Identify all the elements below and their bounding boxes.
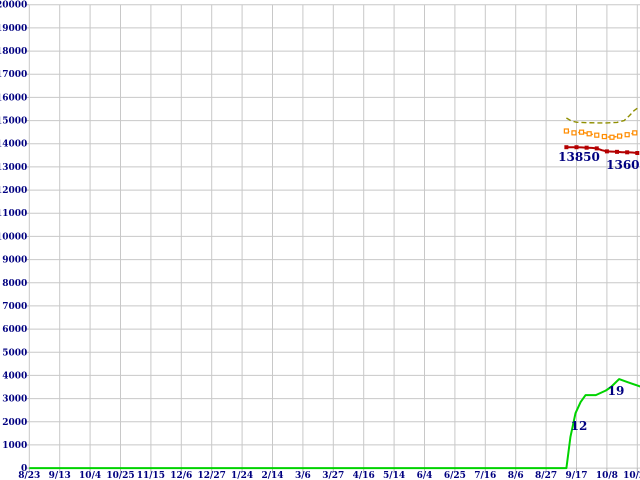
x-tick-label: 8/23 <box>18 471 40 480</box>
x-tick-label: 4/16 <box>353 471 375 480</box>
x-tick-label: 1/24 <box>231 471 253 480</box>
x-tick-label: 9/13 <box>49 471 71 480</box>
x-axis-labels: 8/23 9/13 10/4 10/25 11/15 12/6 12/27 1/24 2/14 3… <box>18 471 640 480</box>
x-tick-label: 3/27 <box>322 471 344 480</box>
x-tick-label: 12/6 <box>170 471 192 480</box>
annotations: 13850 13600 12 19 <box>558 150 640 433</box>
x-tick-label: 6/25 <box>444 471 466 480</box>
value-annotation: 13600 <box>606 158 640 172</box>
x-tick-label: 10/25 <box>106 471 134 480</box>
series-orange-dashed <box>563 128 638 140</box>
x-tick-label: 6/4 <box>417 471 433 480</box>
y-tick-label: 9000 <box>2 256 27 266</box>
y-tick-label: 6000 <box>2 325 27 335</box>
y-tick-label: 8000 <box>2 279 27 289</box>
y-tick-label: 1000 <box>2 441 27 451</box>
value-annotation: 13850 <box>558 150 600 164</box>
y-tick-label: 0 <box>21 464 27 474</box>
y-tick-label: 16000 <box>0 93 27 103</box>
y-tick-label: 14000 <box>0 140 27 150</box>
x-tick-label: 11/15 <box>137 471 165 480</box>
x-tick-label: 8/27 <box>535 471 557 480</box>
x-tick-label: 10/29 <box>623 471 640 480</box>
series-red-solid <box>564 145 640 156</box>
x-tick-label: 10/4 <box>79 471 101 480</box>
y-axis-labels: 0 1000 2000 3000 4000 5000 6000 7000 8000 9000 100… <box>0 1 27 474</box>
y-tick-label: 12000 <box>0 186 27 196</box>
x-tick-label: 9/17 <box>565 471 587 480</box>
y-tick-label: 13000 <box>0 163 27 173</box>
y-tick-label: 2000 <box>2 418 27 428</box>
y-tick-label: 15000 <box>0 117 27 127</box>
y-tick-label: 17000 <box>0 70 27 80</box>
x-tick-label: 12/27 <box>198 471 226 480</box>
y-tick-label: 5000 <box>2 348 27 358</box>
x-tick-label: 3/6 <box>295 471 311 480</box>
y-tick-label: 7000 <box>2 302 27 312</box>
y-tick-label: 3000 <box>2 395 27 405</box>
y-tick-label: 10000 <box>0 232 27 242</box>
x-tick-label: 8/6 <box>508 471 524 480</box>
value-annotation: 12 <box>571 419 588 433</box>
x-tick-label: 10/8 <box>596 471 618 480</box>
y-tick-label: 18000 <box>0 47 27 57</box>
y-tick-label: 20000 <box>0 1 27 11</box>
x-tick-label: 2/14 <box>261 471 283 480</box>
x-tick-label: 7/16 <box>474 471 496 480</box>
grid <box>26 4 640 473</box>
y-tick-label: 4000 <box>2 371 27 381</box>
x-tick-label: 5/14 <box>383 471 405 480</box>
value-annotation: 19 <box>608 384 625 398</box>
y-tick-label: 19000 <box>0 24 27 34</box>
series-green-solid <box>29 378 640 470</box>
y-tick-label: 11000 <box>0 209 27 219</box>
series-olive-dashed <box>566 107 639 124</box>
